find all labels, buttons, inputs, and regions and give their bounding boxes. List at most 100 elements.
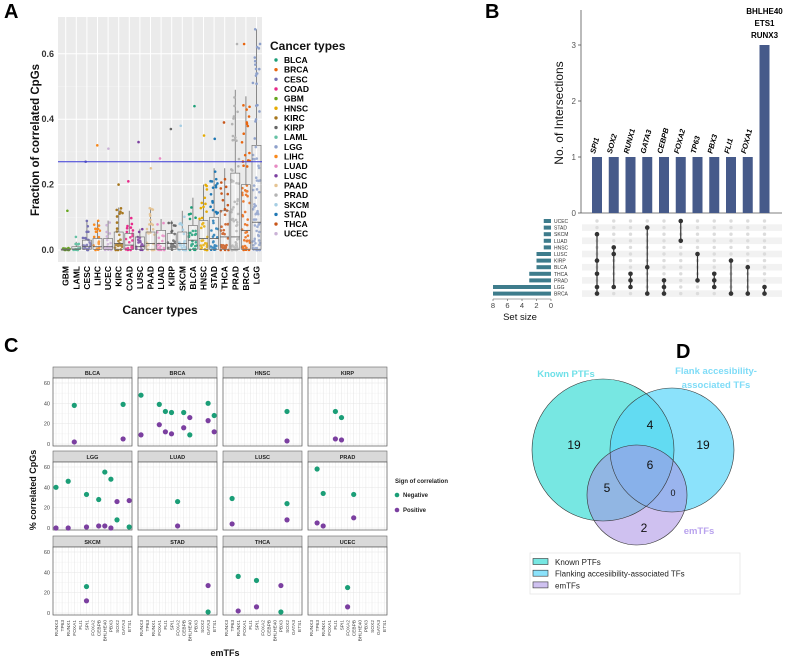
venn-legend-box	[529, 552, 741, 595]
point-negative	[168, 409, 175, 416]
point-positive	[205, 582, 211, 589]
set-size-bar	[529, 271, 551, 276]
set-size-bar	[543, 232, 551, 237]
point-negative	[65, 478, 71, 484]
data-point	[148, 212, 152, 216]
venn-legend-swatch	[532, 581, 549, 589]
data-point	[138, 239, 142, 243]
data-point	[235, 202, 239, 206]
box-laml	[71, 235, 82, 252]
point-negative	[102, 469, 108, 475]
y-tick-label: 20	[44, 591, 50, 597]
data-point	[108, 221, 112, 224]
matrix-dot-inactive	[628, 258, 633, 263]
matrix-dot-inactive	[746, 252, 750, 256]
data-point	[245, 122, 249, 126]
facet-prad: PRAD	[307, 450, 388, 531]
facet-blca: BLCA 0 20 40 60	[44, 366, 133, 448]
data-point	[140, 227, 144, 231]
facet-lusc: LUSC	[222, 450, 303, 531]
data-point	[170, 221, 173, 225]
data-point	[245, 239, 249, 243]
matrix-dot-inactive	[712, 252, 716, 256]
data-point	[97, 242, 101, 246]
data-point	[146, 243, 150, 247]
box-lgg	[251, 27, 262, 252]
x-tick-label: FOXA1	[157, 620, 163, 636]
max-point	[213, 137, 217, 141]
data-point	[159, 244, 162, 248]
matrix-dot-inactive	[695, 232, 700, 236]
x-tick-label: PBX3	[109, 620, 115, 633]
x-tick-label: GATA3	[206, 620, 212, 635]
data-point	[136, 238, 140, 242]
venn-circle-outline	[609, 387, 735, 513]
legend-label: KIRP	[284, 123, 305, 133]
legend-swatch	[274, 203, 278, 207]
facet-border	[52, 546, 133, 616]
intersection-bar	[742, 157, 753, 213]
legend-swatch	[274, 77, 278, 82]
intersection-label: FLI1	[722, 137, 735, 154]
data-point	[235, 229, 238, 233]
point-positive	[120, 436, 126, 442]
legend-title: Sign of correlation	[395, 479, 448, 485]
data-point	[183, 239, 186, 243]
intersection-label: GATA3	[638, 128, 653, 155]
venn-set-title: Known PTFs	[537, 369, 595, 380]
matrix-dot-inactive	[746, 232, 750, 236]
x-tick-label: TP63	[230, 620, 236, 632]
panel-label-d: D	[676, 341, 690, 363]
max-point	[193, 104, 196, 108]
box-ucec	[102, 147, 114, 252]
legend-swatch	[274, 183, 278, 188]
data-point	[94, 227, 98, 231]
matrix-dot-inactive	[695, 285, 700, 289]
intersection-bar	[759, 45, 770, 213]
intersection-bar	[625, 157, 636, 213]
legend-swatch	[274, 58, 278, 62]
data-point	[202, 243, 205, 247]
data-point	[182, 243, 186, 247]
data-point	[254, 204, 257, 208]
intersection-label: FOXA2	[672, 127, 687, 154]
data-point	[257, 164, 260, 168]
data-point	[180, 223, 184, 227]
data-point	[169, 245, 173, 248]
x-tick-label: RUNX3	[139, 620, 145, 637]
data-point	[252, 218, 256, 221]
x-tick-label: CEBPB	[267, 620, 273, 636]
data-point	[76, 243, 80, 246]
facet-title: KIRP	[341, 371, 354, 377]
legend-swatch	[274, 222, 278, 226]
box	[92, 238, 103, 250]
matrix-dot-active	[611, 245, 617, 250]
point-positive	[126, 497, 132, 504]
point-negative	[253, 577, 260, 584]
legend-label: BLCA	[284, 55, 308, 65]
point-positive	[65, 525, 71, 531]
box-hnsc	[198, 134, 209, 252]
point-negative	[320, 490, 326, 497]
legend-label: LUAD	[284, 161, 308, 171]
data-point	[231, 244, 234, 247]
data-point	[253, 137, 257, 140]
legend-label: LUSC	[284, 171, 307, 181]
x-tick-label: HNSC	[199, 266, 209, 290]
data-point	[232, 115, 236, 118]
data-point	[237, 182, 240, 185]
data-point	[254, 67, 258, 71]
venn-set-title: associated TFs	[682, 380, 751, 391]
data-point	[254, 242, 257, 245]
matrix-dot-inactive	[662, 272, 666, 276]
facet-border	[222, 377, 303, 447]
point-positive	[96, 523, 102, 529]
y-axis-title: No. of Intersections	[552, 61, 566, 164]
intersection-label: FOXA1	[739, 128, 754, 154]
max-point	[253, 27, 257, 31]
x-tick-label: GATA3	[291, 620, 297, 635]
point-positive	[53, 525, 59, 531]
data-point	[251, 208, 255, 211]
box	[145, 231, 156, 250]
set-label: BLCA	[554, 265, 568, 271]
